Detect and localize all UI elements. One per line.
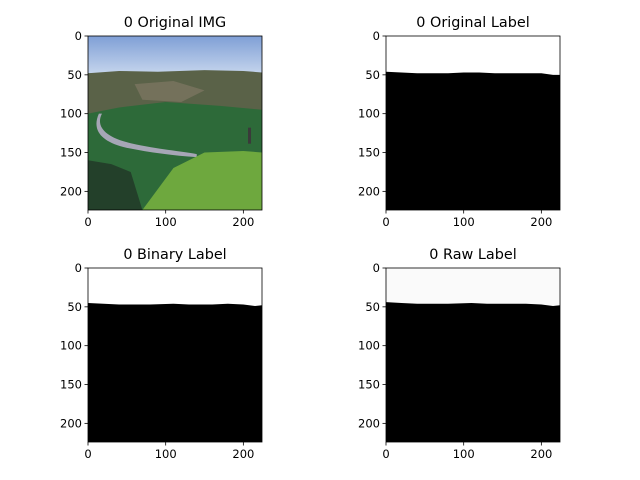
mask-lower-region [386,71,560,210]
badlands [134,81,205,103]
y-tick-label: 100 [60,339,82,353]
axes: 0 100 200 0 50 100 150 200 [60,29,263,229]
y-tick-label: 200 [358,416,380,430]
subplot-title: 0 Original Label [416,15,529,31]
image-area [386,268,560,442]
y-tick-label: 200 [60,184,82,198]
y-tick-label: 100 [358,107,380,121]
y-tick-label: 0 [373,29,380,43]
image-area [386,36,560,210]
y-tick-label: 150 [60,146,82,160]
y-tick-label: 150 [358,378,380,392]
axes: 0 100 200 0 50 100 150 200 [358,29,561,229]
grass-hill [142,150,262,210]
axes-frame [87,35,263,211]
person [248,127,252,144]
y-tick-label: 100 [358,339,380,353]
x-tick-label: 200 [232,447,254,461]
x-tick-label: 100 [453,447,475,461]
trees [88,160,143,210]
y-tick-label: 150 [60,378,82,392]
image-area [88,268,262,442]
x-tick-label: 0 [382,215,389,229]
y-tick-label: 0 [75,29,82,43]
axes: 0 100 200 0 50 100 150 200 [358,261,561,461]
image-area [88,36,262,210]
y-tick-label: 200 [60,416,82,430]
y-tick-label: 0 [373,261,380,275]
subplot-title: 0 Binary Label [123,247,226,263]
x-tick-label: 100 [155,447,177,461]
axes: 0 100 200 0 50 100 150 200 [60,261,263,461]
x-tick-label: 100 [453,215,475,229]
x-tick-label: 0 [382,447,389,461]
x-tick-label: 200 [530,447,552,461]
x-tick-label: 200 [232,215,254,229]
mask-lower-region [88,302,262,442]
y-tick-label: 0 [75,261,82,275]
y-tick-label: 50 [67,68,82,82]
y-tick-label: 150 [358,146,380,160]
subplot-title: 0 Original IMG [124,15,226,31]
x-tick-label: 0 [84,215,91,229]
x-tick-label: 100 [155,215,177,229]
y-tick-label: 50 [365,300,380,314]
river [96,113,197,158]
y-tick-label: 200 [358,184,380,198]
mask-lower-region [386,302,560,442]
subplot-original-label: 0 Original Label 0 100 200 0 50 100 150 200 [358,15,561,229]
subplot-original-img: 0 Original IMG 0 100 200 0 50 100 150 200 [60,15,263,229]
x-tick-label: 200 [530,215,552,229]
axes-frame [87,267,263,443]
sky [88,36,262,74]
subplot-title: 0 Raw Label [429,247,516,263]
subplot-raw-label: 0 Raw Label 0 100 200 0 50 100 150 200 [358,247,561,461]
y-tick-label: 100 [60,107,82,121]
x-tick-label: 0 [84,447,91,461]
y-tick-label: 50 [365,68,380,82]
subplot-binary-label: 0 Binary Label 0 100 200 0 50 100 150 200 [60,247,263,461]
axes-frame [385,35,561,211]
axes-frame [385,267,561,443]
y-tick-label: 50 [67,300,82,314]
